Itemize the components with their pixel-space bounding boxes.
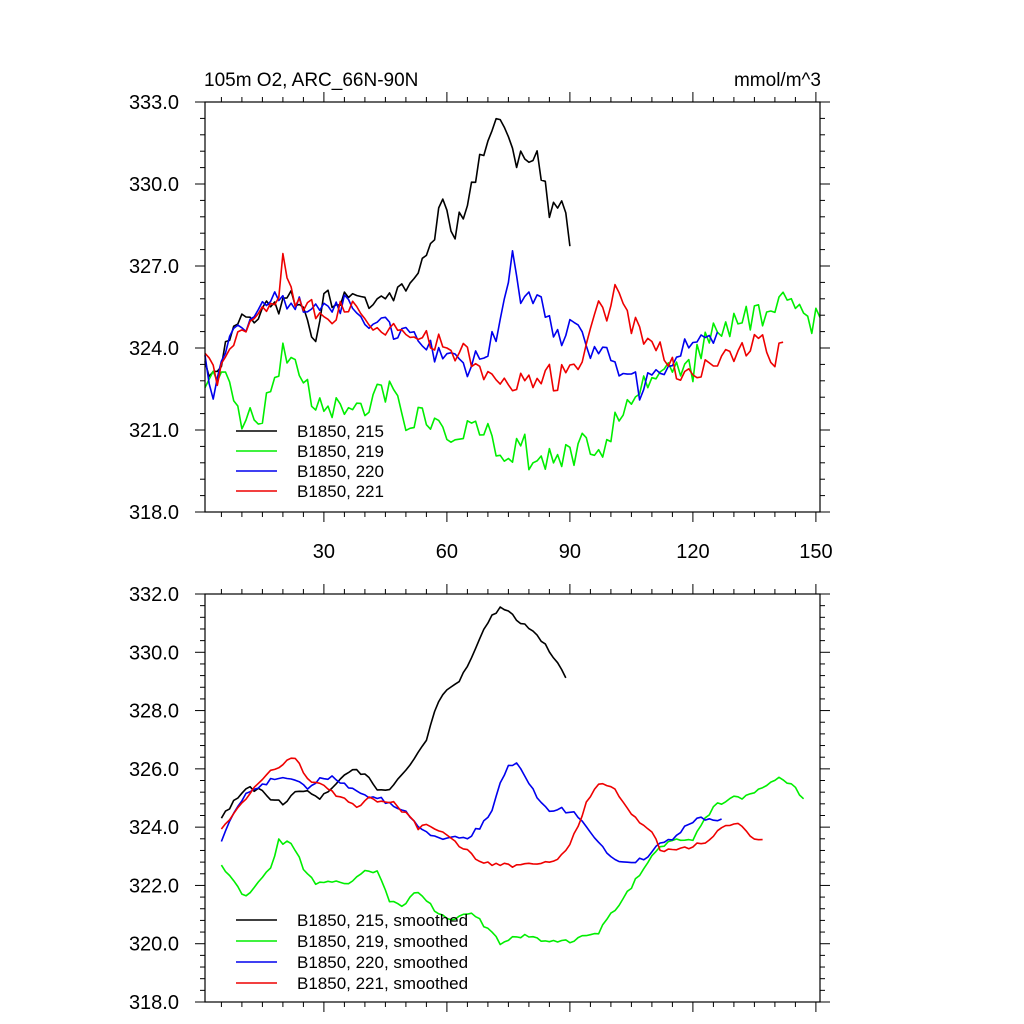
legend-entry-215: B1850, 215 (297, 422, 384, 441)
legend-entry-221-smoothed: B1850, 221, smoothed (297, 974, 468, 993)
y-tick-label: 332.0 (129, 584, 179, 606)
x-tick-label: 90 (559, 541, 581, 563)
series-line-1-2 (220, 762, 722, 864)
plot-frame-0 (204, 101, 821, 513)
panel-top-legend: B1850, 215 B1850, 219 B1850, 220 B1850, … (236, 422, 384, 501)
x-tick-label: 150 (799, 541, 832, 563)
y-tick-label: 321.0 (129, 420, 179, 442)
x-tick-label: 60 (436, 541, 458, 563)
y-tick-label: 327.0 (129, 256, 179, 278)
x-tick-label: 120 (676, 541, 709, 563)
panel-bottom-series-layer (220, 606, 805, 946)
series-line-1-0 (220, 606, 567, 819)
panel-bottom: 318.0 320.0 322.0 324.0 326.0 328.0 330.0 332.0… (129, 584, 830, 1014)
panel-top-title: 105m O2, ARC_66N-90N (204, 70, 418, 91)
legend-entry-219: B1850, 219 (297, 442, 384, 461)
legend-entry-220-smoothed: B1850, 220, smoothed (297, 953, 468, 972)
panel-bottom-axes: 318.0 320.0 322.0 324.0 326.0 328.0 330.0 332.0 (129, 584, 830, 1014)
panel-top: 105m O2, ARC_66N-90N mmol/m^3 318.0 321.0… (129, 70, 833, 563)
series-line-1-3 (220, 757, 763, 868)
series-line-0-0 (204, 117, 571, 378)
series-line-0-2 (204, 250, 719, 401)
y-tick-label: 318.0 (129, 502, 179, 524)
x-tick-label: 30 (313, 541, 335, 563)
y-tick-label: 326.0 (129, 759, 179, 781)
y-tick-label: 318.0 (129, 992, 179, 1014)
y-tick-label: 324.0 (129, 338, 179, 360)
y-tick-label: 324.0 (129, 817, 179, 839)
series-line-0-3 (204, 252, 784, 392)
legend-entry-221: B1850, 221 (297, 482, 384, 501)
legend-entry-220: B1850, 220 (297, 462, 384, 481)
y-tick-label: 330.0 (129, 642, 179, 664)
plot-frame-1 (204, 593, 821, 1003)
y-tick-label: 330.0 (129, 174, 179, 196)
panel-bottom-legend: B1850, 215, smoothed B1850, 219, smoothe… (236, 911, 468, 993)
y-tick-label: 322.0 (129, 875, 179, 897)
series-line-1-1 (220, 776, 805, 946)
legend-entry-219-smoothed: B1850, 219, smoothed (297, 932, 468, 951)
panel-top-series-layer (204, 117, 821, 471)
legend-entry-215-smoothed: B1850, 215, smoothed (297, 911, 468, 930)
y-tick-label: 333.0 (129, 92, 179, 114)
y-tick-label: 328.0 (129, 701, 179, 723)
panel-top-axes: 318.0 321.0 324.0 327.0 330.0 333.0 30 60 90 120 1… (129, 92, 833, 563)
panel-top-units: mmol/m^3 (734, 70, 821, 91)
y-tick-label: 320.0 (129, 934, 179, 956)
